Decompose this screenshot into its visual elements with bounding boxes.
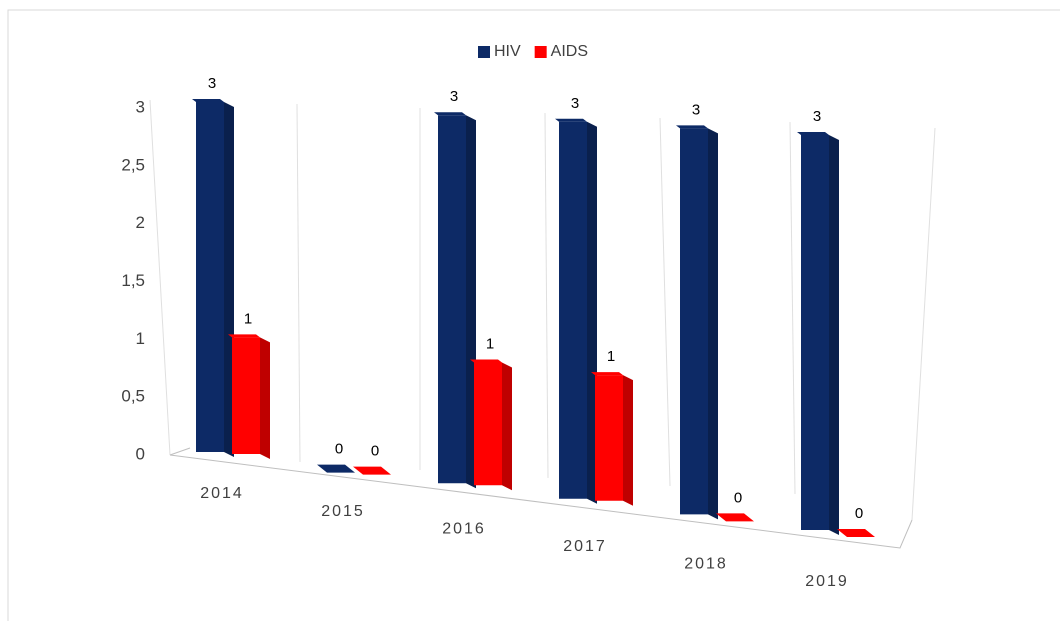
bar-face bbox=[623, 375, 633, 506]
chart-frame bbox=[7, 9, 1060, 621]
x-tick-label: 2014 bbox=[200, 485, 244, 502]
legend-swatch bbox=[478, 46, 490, 58]
bar-face bbox=[228, 334, 260, 338]
data-label: 3 bbox=[692, 101, 700, 118]
bar-face bbox=[434, 112, 466, 116]
bar bbox=[591, 372, 633, 506]
bar bbox=[228, 334, 270, 459]
data-label: 0 bbox=[335, 441, 343, 458]
x-tick-label: 2017 bbox=[563, 538, 607, 555]
bar bbox=[434, 112, 476, 489]
bar bbox=[797, 132, 839, 535]
data-label: 1 bbox=[244, 310, 252, 327]
bar-face bbox=[502, 362, 512, 491]
bar-face bbox=[680, 128, 708, 515]
bar-face bbox=[801, 135, 829, 530]
data-label: 0 bbox=[734, 489, 742, 506]
bar-face bbox=[555, 118, 587, 122]
y-tick-label: 1 bbox=[136, 329, 145, 348]
data-label: 1 bbox=[486, 336, 494, 353]
bar-face bbox=[474, 362, 502, 486]
data-label: 1 bbox=[607, 348, 615, 365]
bar-face bbox=[708, 128, 718, 520]
y-tick-label: 2,5 bbox=[121, 155, 145, 174]
legend-label: HIV bbox=[494, 43, 521, 60]
y-tick-label: 0 bbox=[136, 444, 145, 463]
bar-face bbox=[591, 372, 623, 376]
bar-face bbox=[587, 121, 597, 504]
bar-face bbox=[595, 375, 623, 501]
bar-face bbox=[224, 102, 234, 457]
bar-face bbox=[716, 513, 754, 522]
bar bbox=[676, 125, 718, 520]
bar bbox=[317, 464, 355, 473]
x-tick-label: 2016 bbox=[442, 520, 486, 537]
bar-face bbox=[438, 115, 466, 484]
bar-face bbox=[353, 466, 391, 475]
bar-face bbox=[232, 337, 260, 454]
data-label: 0 bbox=[855, 505, 863, 522]
bar bbox=[555, 118, 597, 504]
floor bbox=[169, 447, 913, 549]
bar-face bbox=[466, 115, 476, 489]
data-label: 3 bbox=[571, 95, 579, 112]
bar bbox=[470, 359, 512, 491]
bar bbox=[716, 513, 754, 522]
bar-face bbox=[260, 337, 270, 459]
y-tick-label: 0,5 bbox=[121, 387, 145, 406]
y-tick-label: 2 bbox=[136, 213, 145, 232]
data-label: 3 bbox=[208, 75, 216, 92]
data-label: 3 bbox=[813, 108, 821, 125]
x-tick-label: 2015 bbox=[321, 503, 365, 520]
bar bbox=[192, 99, 234, 457]
x-tick-label: 2018 bbox=[684, 556, 728, 573]
y-tick-label: 1,5 bbox=[121, 271, 145, 290]
bar bbox=[837, 529, 875, 537]
y-tick-label: 3 bbox=[136, 97, 145, 116]
bar-face bbox=[829, 135, 839, 535]
bar-face bbox=[192, 99, 224, 102]
bar-face bbox=[470, 359, 502, 363]
bar-face bbox=[317, 464, 355, 473]
data-label: 3 bbox=[450, 88, 458, 105]
bar-face bbox=[676, 125, 708, 129]
bar-face bbox=[196, 102, 224, 452]
bar bbox=[353, 466, 391, 475]
bar-face bbox=[837, 529, 875, 537]
back-wall bbox=[149, 99, 936, 521]
legend-label: AIDS bbox=[551, 43, 588, 60]
legend-swatch bbox=[534, 46, 547, 58]
data-label: 0 bbox=[371, 443, 379, 460]
bar-face bbox=[797, 132, 829, 135]
x-tick-label: 2019 bbox=[805, 573, 849, 590]
bar-face bbox=[559, 121, 587, 499]
